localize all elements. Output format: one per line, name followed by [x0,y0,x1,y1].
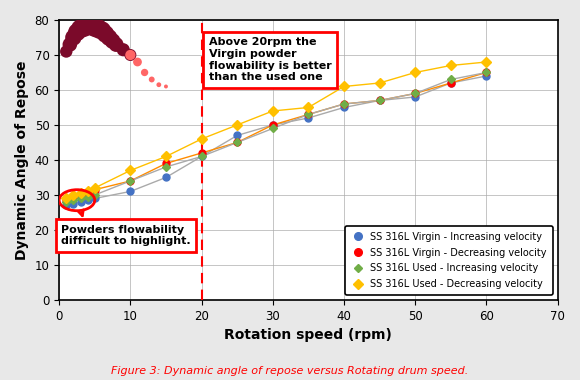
Point [101,31,110,37]
SS 316L Virgin - Increasing velocity [77,200,84,204]
Text: Above 20rpm the
Virgin powder
flowability is better
than the used one: Above 20rpm the Virgin powder flowabilit… [209,38,331,82]
SS 316L Virgin - Increasing velocity [483,74,490,78]
Point [118,47,128,53]
SS 316L Virgin - Decreasing velocity [198,151,205,155]
Line: SS 316L Used - Increasing velocity: SS 316L Used - Increasing velocity [63,70,489,205]
SS 316L Used - Increasing velocity [483,70,490,75]
SS 316L Virgin - Increasing velocity [70,201,77,206]
SS 316L Virgin - Decreasing velocity [63,198,70,203]
SS 316L Virgin - Decreasing velocity [77,193,84,197]
SS 316L Virgin - Decreasing velocity [305,112,312,117]
SS 316L Virgin - Increasing velocity [269,123,276,127]
SS 316L Virgin - Decreasing velocity [70,195,77,199]
SS 316L Virgin - Decreasing velocity [340,102,347,106]
SS 316L Virgin - Increasing velocity [63,203,70,208]
Point [140,70,149,76]
SS 316L Used - Decreasing velocity [376,81,383,85]
SS 316L Virgin - Increasing velocity [198,154,205,159]
Point [76,26,85,32]
SS 316L Virgin - Decreasing velocity [84,191,91,195]
SS 316L Virgin - Increasing velocity [340,105,347,110]
SS 316L Virgin - Increasing velocity [234,133,241,138]
Line: SS 316L Virgin - Increasing velocity: SS 316L Virgin - Increasing velocity [63,73,490,209]
Point [126,52,135,58]
Point [65,41,74,48]
SS 316L Used - Decreasing velocity [77,191,84,195]
SS 316L Virgin - Increasing velocity [412,95,419,99]
Point [154,82,164,88]
Point [147,76,157,82]
SS 316L Used - Decreasing velocity [447,63,454,68]
Point [104,35,114,41]
Point [126,52,135,58]
Point [161,84,171,90]
SS 316L Virgin - Increasing velocity [447,81,454,85]
SS 316L Virgin - Increasing velocity [127,189,134,194]
SS 316L Virgin - Decreasing velocity [447,81,454,85]
X-axis label: Rotation speed (rpm): Rotation speed (rpm) [224,328,392,342]
SS 316L Used - Decreasing velocity [84,189,91,194]
SS 316L Virgin - Increasing velocity [305,116,312,120]
SS 316L Used - Decreasing velocity [70,193,77,197]
SS 316L Virgin - Increasing velocity [376,98,383,103]
SS 316L Used - Increasing velocity [127,179,134,183]
Line: SS 316L Used - Decreasing velocity: SS 316L Used - Decreasing velocity [63,59,490,202]
SS 316L Used - Decreasing velocity [340,84,347,89]
SS 316L Virgin - Decreasing velocity [269,123,276,127]
SS 316L Virgin - Decreasing velocity [91,187,98,192]
SS 316L Used - Increasing velocity [305,112,312,117]
SS 316L Used - Decreasing velocity [63,196,70,201]
SS 316L Used - Increasing velocity [376,98,383,103]
SS 316L Used - Decreasing velocity [91,186,98,190]
SS 316L Used - Decreasing velocity [162,154,169,159]
SS 316L Virgin - Decreasing velocity [376,98,383,103]
SS 316L Used - Increasing velocity [198,154,205,159]
SS 316L Used - Increasing velocity [77,196,84,201]
SS 316L Used - Decreasing velocity [412,70,419,75]
SS 316L Used - Decreasing velocity [198,137,205,141]
SS 316L Virgin - Increasing velocity [91,196,98,201]
SS 316L Virgin - Increasing velocity [162,175,169,180]
Text: Figure 3: Dynamic angle of repose versus Rotating drum speed.: Figure 3: Dynamic angle of repose versus… [111,366,469,376]
Point [83,22,92,28]
SS 316L Used - Decreasing velocity [483,60,490,64]
Legend: SS 316L Virgin - Increasing velocity, SS 316L Virgin - Decreasing velocity, SS 3: SS 316L Virgin - Increasing velocity, SS… [345,226,553,295]
SS 316L Virgin - Decreasing velocity [162,161,169,166]
SS 316L Used - Increasing velocity [412,91,419,96]
SS 316L Virgin - Decreasing velocity [127,179,134,183]
SS 316L Used - Increasing velocity [447,77,454,82]
Point [133,59,142,65]
Point [86,22,96,28]
SS 316L Used - Increasing velocity [91,193,98,197]
SS 316L Used - Increasing velocity [340,102,347,106]
SS 316L Used - Decreasing velocity [305,105,312,110]
Point [111,41,121,48]
Point [61,49,71,55]
Point [69,35,78,41]
SS 316L Used - Increasing velocity [70,198,77,203]
SS 316L Used - Increasing velocity [269,126,276,131]
Y-axis label: Dynamic Angle of Repose: Dynamic Angle of Repose [15,60,29,260]
Point [72,29,82,35]
SS 316L Virgin - Decreasing velocity [483,70,490,75]
Point [108,38,117,44]
SS 316L Virgin - Increasing velocity [84,198,91,203]
Text: Powders flowability
difficult to highlight.: Powders flowability difficult to highlig… [61,225,191,246]
SS 316L Used - Increasing velocity [63,200,70,204]
Point [90,24,99,30]
Point [97,27,107,33]
SS 316L Used - Increasing velocity [84,195,91,199]
SS 316L Used - Decreasing velocity [269,109,276,113]
SS 316L Virgin - Decreasing velocity [412,91,419,96]
SS 316L Used - Increasing velocity [234,140,241,145]
Point [79,24,89,30]
SS 316L Virgin - Decreasing velocity [234,140,241,145]
Point [94,26,103,32]
SS 316L Used - Increasing velocity [162,165,169,169]
SS 316L Used - Decreasing velocity [127,168,134,173]
Line: SS 316L Virgin - Decreasing velocity: SS 316L Virgin - Decreasing velocity [63,69,490,204]
SS 316L Used - Decreasing velocity [234,123,241,127]
